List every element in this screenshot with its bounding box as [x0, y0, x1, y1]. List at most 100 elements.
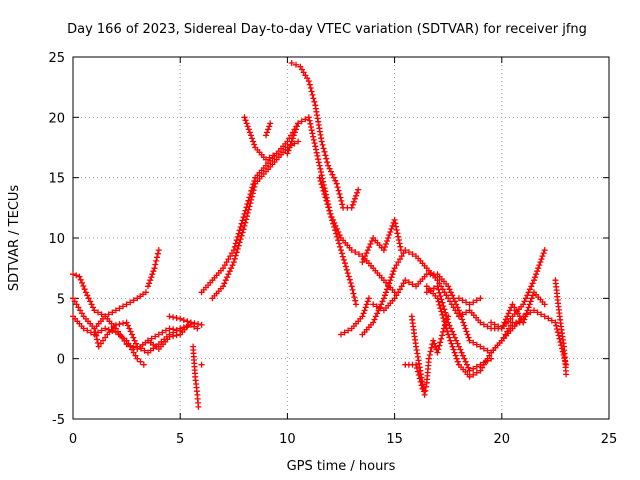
plus-marker — [461, 322, 468, 329]
plus-marker — [325, 204, 332, 211]
series-trace-24 — [423, 283, 495, 374]
plus-marker — [366, 244, 373, 251]
plus-marker — [323, 155, 330, 162]
plus-marker — [102, 313, 109, 320]
plus-marker — [446, 334, 453, 341]
plus-marker — [391, 265, 398, 272]
plus-marker — [414, 368, 421, 375]
plus-marker — [170, 314, 177, 321]
plus-marker — [458, 349, 465, 356]
plus-marker — [291, 129, 298, 136]
plus-marker — [248, 132, 254, 139]
plus-marker — [438, 335, 445, 342]
plus-marker — [363, 301, 370, 308]
plus-marker — [241, 114, 248, 121]
plus-marker — [529, 280, 536, 287]
plus-marker — [242, 117, 249, 124]
plus-marker — [142, 289, 149, 296]
plus-marker — [294, 123, 300, 130]
plus-marker — [438, 296, 445, 303]
plus-marker — [459, 297, 466, 304]
plus-marker — [425, 355, 432, 362]
plus-marker — [454, 340, 461, 347]
plus-marker — [224, 274, 231, 281]
plus-marker — [187, 319, 194, 326]
plus-marker — [308, 124, 314, 130]
plus-marker — [552, 319, 559, 326]
plus-marker — [389, 271, 396, 278]
plus-marker — [545, 315, 552, 322]
plus-marker — [331, 224, 338, 230]
plus-marker — [459, 316, 466, 323]
plus-marker — [230, 259, 237, 266]
plus-marker — [450, 295, 457, 302]
x-tick-label: 5 — [176, 432, 184, 447]
plus-marker — [335, 187, 342, 194]
plus-marker — [460, 319, 467, 326]
plus-marker — [531, 277, 537, 284]
plus-marker — [310, 136, 317, 143]
plus-marker — [170, 333, 177, 340]
plus-marker — [409, 281, 416, 288]
plus-marker — [194, 325, 201, 332]
plus-marker — [315, 156, 322, 163]
plus-marker — [379, 298, 386, 305]
plus-marker — [534, 309, 541, 316]
plus-marker — [380, 295, 387, 302]
plus-marker — [439, 332, 446, 339]
plus-marker — [317, 178, 324, 184]
plus-marker — [137, 345, 144, 352]
plus-marker — [237, 236, 244, 243]
plus-marker — [437, 339, 444, 346]
plus-marker — [457, 310, 463, 317]
plus-marker — [470, 299, 477, 306]
plus-marker — [322, 152, 329, 159]
plus-marker — [244, 123, 251, 130]
plus-marker — [386, 232, 393, 238]
plus-marker — [445, 319, 452, 326]
plus-marker — [524, 307, 531, 314]
plus-marker — [388, 225, 395, 232]
plus-marker — [284, 150, 291, 157]
plus-marker — [344, 270, 351, 277]
plus-marker — [236, 239, 243, 246]
plus-marker — [80, 325, 87, 332]
plus-marker — [447, 289, 454, 296]
data-marks — [70, 60, 570, 410]
plus-marker — [491, 321, 498, 328]
plus-marker — [364, 247, 371, 254]
plus-marker — [396, 240, 403, 247]
y-tick-label: 25 — [48, 51, 65, 66]
plus-marker — [116, 305, 123, 312]
plus-marker — [495, 323, 502, 330]
plus-marker — [538, 256, 545, 263]
plus-marker — [70, 295, 76, 302]
plus-marker — [421, 391, 428, 398]
plus-marker — [373, 303, 380, 310]
plus-marker — [123, 319, 130, 326]
chart-title: Day 166 of 2023, Sidereal Day-to-day VTE… — [67, 22, 587, 37]
series-trace-26 — [488, 289, 548, 332]
plus-marker — [388, 274, 395, 281]
y-tick-label: 10 — [48, 232, 65, 247]
y-tick-label: -5 — [52, 413, 65, 428]
plus-marker — [465, 364, 472, 371]
plus-marker — [525, 289, 532, 296]
plus-marker — [398, 247, 404, 254]
plus-marker — [370, 301, 377, 308]
plus-marker — [386, 280, 393, 287]
plus-marker — [312, 143, 319, 150]
plus-marker — [350, 290, 357, 297]
plus-marker — [521, 316, 528, 323]
plus-marker — [286, 144, 293, 151]
plus-marker — [246, 203, 253, 210]
plus-marker — [447, 337, 454, 344]
series-trace-8 — [190, 343, 202, 410]
plus-marker — [238, 232, 245, 239]
plus-marker — [457, 346, 464, 353]
plus-marker — [339, 253, 346, 260]
plus-marker — [428, 344, 435, 351]
plus-marker — [305, 114, 312, 121]
plus-marker — [361, 307, 368, 314]
plus-marker — [528, 295, 535, 302]
